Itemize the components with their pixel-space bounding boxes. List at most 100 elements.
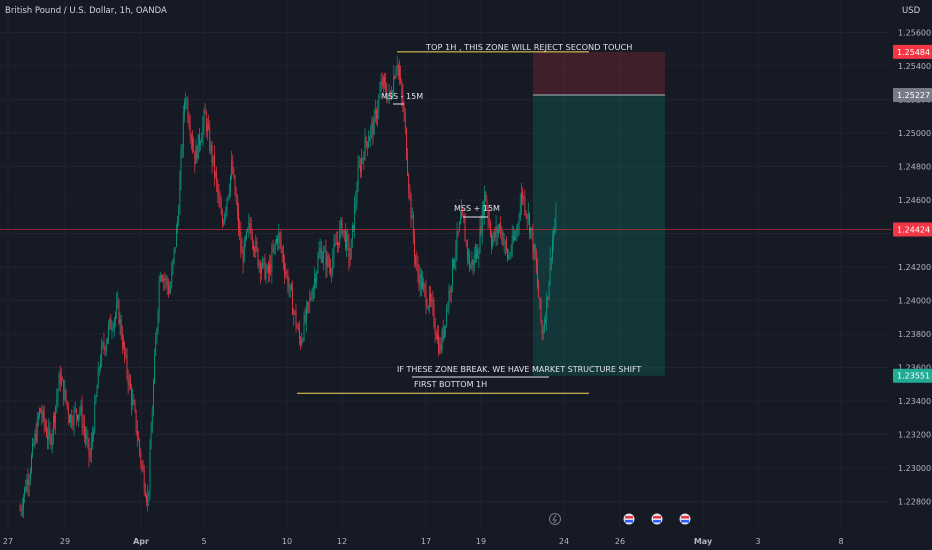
candle-body [180, 153, 182, 180]
candle-body [388, 91, 390, 96]
annotation-break[interactable]: IF THESE ZONE BREAK. WE HAVE MARKET STRU… [397, 365, 641, 374]
time-tick-label: 19 [476, 537, 486, 546]
candle-body [75, 409, 77, 416]
candle-body [105, 343, 107, 351]
candle-body [111, 328, 113, 330]
candle-body [150, 432, 152, 450]
candle-body [148, 490, 150, 497]
candle-body [453, 259, 454, 267]
candle-body [144, 490, 146, 497]
lightning-icon[interactable] [549, 513, 561, 525]
annotation-mss-plus[interactable]: MSS + 15M [454, 204, 500, 213]
stop-loss-zone[interactable] [533, 51, 665, 95]
candle-body [77, 415, 78, 420]
candle-body [130, 379, 131, 389]
price-tag-label: 1.23551 [897, 372, 930, 381]
candle-body [326, 255, 328, 269]
candle-body [301, 339, 303, 346]
candle-body [285, 272, 287, 274]
candle-body [339, 227, 341, 246]
candle-body [366, 141, 368, 147]
candle-body [333, 244, 335, 258]
candle-body [334, 243, 336, 245]
candle-body [81, 405, 83, 428]
candle-body [49, 429, 51, 438]
candle-body [38, 416, 39, 418]
candle-body [546, 296, 548, 321]
annotation-top[interactable]: TOP 1H , THIS ZONE WILL REJECT SECOND TO… [425, 42, 632, 52]
horizontal-levels [297, 51, 589, 394]
candle-body [202, 123, 204, 139]
candle-body [269, 263, 270, 274]
candle-body [311, 297, 313, 299]
candle-body [319, 247, 321, 253]
candle-body [522, 191, 523, 199]
candle-body [258, 262, 260, 267]
candle-body [93, 432, 94, 437]
candle-body [419, 274, 421, 287]
flag-icon[interactable] [651, 513, 663, 525]
candle-body [498, 228, 499, 234]
time-axis[interactable]: 27 29 Apr 5 10 12 17 19 24 26 May 3 8 [3, 537, 844, 546]
candle-body [141, 462, 143, 466]
annotation-mss-minus[interactable]: MSS - 15M [381, 92, 423, 101]
candle-body [78, 414, 80, 420]
candle-body [228, 190, 230, 196]
candle-body [335, 243, 337, 246]
candle-body [441, 329, 443, 350]
candle-body [131, 388, 132, 405]
candle-body [171, 269, 173, 287]
candle-body [524, 196, 526, 212]
flag-icon[interactable] [679, 513, 691, 525]
candle-body [469, 253, 471, 269]
candle-body [63, 379, 65, 400]
candle-body [399, 68, 400, 77]
flag-icon[interactable] [623, 513, 635, 525]
candle-body [143, 470, 145, 491]
candle-body [423, 281, 425, 285]
candle-body [193, 146, 195, 152]
candle-body [284, 263, 285, 274]
candle-body [377, 110, 379, 119]
candle-body [345, 230, 346, 249]
candle-body [197, 134, 199, 160]
candle-body [182, 113, 184, 148]
candle-body [523, 196, 525, 199]
candle-body [104, 347, 106, 351]
candle-body [316, 271, 318, 283]
candle-body [433, 304, 435, 326]
candle-body [364, 137, 366, 161]
candle-body [337, 241, 338, 246]
candle-body [266, 265, 268, 271]
candle-body [20, 510, 22, 511]
candle-body [87, 437, 89, 439]
candle-body [62, 378, 63, 380]
candle-body [550, 258, 552, 260]
candle-body [246, 231, 247, 239]
candle-body [332, 257, 334, 271]
candle-body [211, 144, 213, 163]
candle-body [494, 231, 496, 237]
annotation-bottom[interactable]: FIRST BOTTOM 1H [414, 380, 487, 389]
candle-body [363, 157, 365, 161]
candle-body [212, 155, 214, 163]
candle-body [146, 496, 147, 502]
candle-body [466, 241, 468, 255]
candle-body [238, 209, 239, 230]
candle-body [478, 252, 480, 259]
candle-body [422, 281, 423, 289]
candle-body [509, 255, 511, 256]
candle-body [210, 144, 212, 151]
candle-body [154, 355, 155, 383]
candle-body [257, 248, 259, 267]
candle-body [232, 162, 234, 174]
candle-body [465, 241, 467, 243]
candle-body [472, 259, 474, 266]
candle-body [25, 487, 27, 492]
candle-body [287, 274, 289, 289]
candle-body [517, 224, 519, 228]
candle-body [201, 138, 203, 143]
candle-body [443, 325, 445, 338]
